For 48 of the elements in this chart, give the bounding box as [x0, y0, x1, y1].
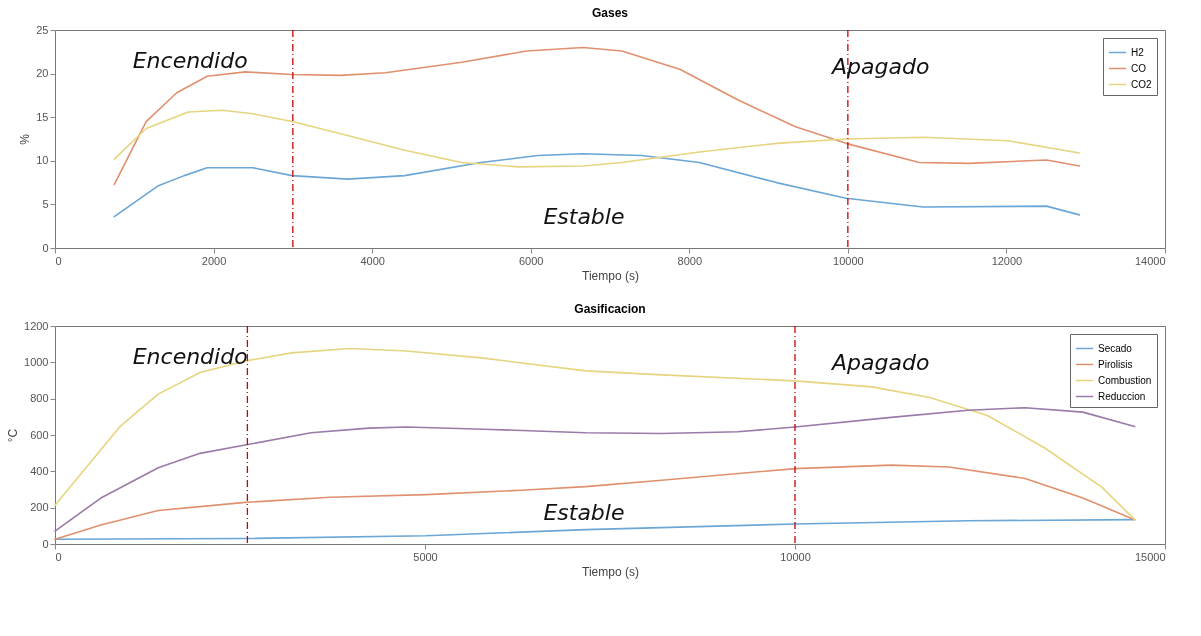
legend-label: Secado: [1098, 342, 1133, 354]
line-series: [113, 46, 1081, 186]
x-tick-label: 0: [55, 550, 62, 563]
y-tick-label: 10: [36, 154, 49, 167]
x-tick-label: 10000: [833, 254, 864, 267]
chart-title: Gases: [591, 6, 629, 20]
y-tick-label: 400: [30, 464, 49, 477]
legend-label: Combustion: [1098, 374, 1152, 386]
y-tick-label: 0: [42, 241, 49, 254]
legend-label: CO: [1131, 62, 1147, 74]
chart-title: Gasificacion: [574, 302, 646, 316]
annotation: Estable: [543, 204, 625, 230]
y-tick-label: 20: [36, 67, 49, 80]
y-tick-label: 1200: [24, 319, 49, 332]
legend-label: CO2: [1131, 78, 1152, 90]
y-tick-label: 25: [36, 23, 49, 36]
x-tick-label: 4000: [360, 254, 385, 267]
x-tick-label: 12000: [991, 254, 1023, 267]
annotation: Estable: [543, 500, 625, 526]
annotation: Apagado: [830, 54, 930, 80]
x-tick-label: 8000: [677, 254, 703, 267]
line-series: [54, 406, 1136, 532]
annotation: Encendido: [132, 47, 248, 73]
x-tick-label: 10000: [780, 550, 811, 563]
x-tick-label: 0: [55, 254, 62, 267]
y-tick-label: 600: [30, 428, 49, 441]
y-tick-label: 1000: [24, 355, 49, 368]
annotation: Apagado: [830, 350, 930, 376]
y-tick-label: 15: [36, 110, 49, 123]
y-tick-label: 0: [42, 537, 49, 550]
y-tick-label: 200: [30, 501, 49, 514]
y-tick-label: 5: [42, 197, 49, 210]
x-axis-title: Tiempo (s): [582, 268, 639, 283]
legend-label: Reduccion: [1098, 390, 1146, 402]
legend-label: H2: [1131, 46, 1145, 58]
line-series: [54, 464, 1136, 541]
line-series: [113, 109, 1081, 168]
x-axis-title: Tiempo (s): [582, 564, 639, 579]
y-tick-label: 800: [30, 392, 49, 405]
y-axis-title: °C: [6, 428, 21, 443]
x-tick-label: 14000: [1134, 254, 1166, 267]
x-tick-label: 2000: [201, 254, 227, 267]
x-tick-label: 15000: [1134, 550, 1166, 563]
annotation: Encendido: [132, 343, 248, 369]
x-tick-label: 5000: [413, 550, 438, 563]
y-axis-title: %: [18, 133, 33, 145]
legend-label: Pirolisis: [1098, 358, 1133, 370]
x-tick-label: 6000: [518, 254, 544, 267]
